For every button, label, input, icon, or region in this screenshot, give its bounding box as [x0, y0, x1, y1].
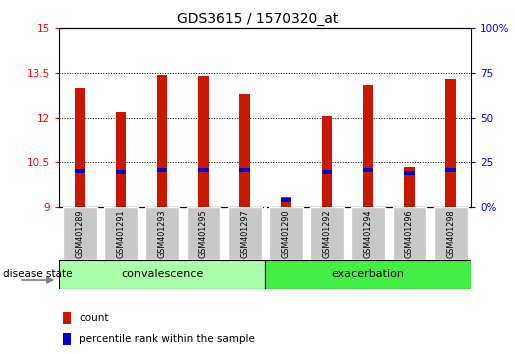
Bar	[157, 74, 167, 207]
Bar	[404, 171, 415, 175]
Text: GDS3615 / 1570320_at: GDS3615 / 1570320_at	[177, 12, 338, 27]
Bar	[157, 168, 167, 172]
Bar	[198, 168, 209, 172]
Text: GSM401295: GSM401295	[199, 209, 208, 258]
Text: disease state: disease state	[3, 269, 72, 279]
FancyBboxPatch shape	[145, 207, 179, 260]
Bar	[322, 170, 332, 174]
Bar	[445, 168, 456, 172]
Bar	[281, 198, 291, 202]
Bar	[322, 116, 332, 207]
Bar	[404, 167, 415, 207]
Text: GSM401291: GSM401291	[116, 209, 126, 258]
FancyBboxPatch shape	[434, 207, 468, 260]
Bar	[363, 168, 373, 172]
Text: GSM401289: GSM401289	[75, 209, 84, 258]
Bar	[63, 333, 71, 346]
FancyBboxPatch shape	[351, 207, 385, 260]
Text: percentile rank within the sample: percentile rank within the sample	[79, 335, 255, 344]
Text: convalescence: convalescence	[121, 269, 203, 279]
Bar	[445, 79, 456, 207]
Bar	[239, 94, 250, 207]
FancyBboxPatch shape	[265, 260, 471, 289]
Bar	[239, 168, 250, 172]
Bar	[363, 85, 373, 207]
Text: GSM401297: GSM401297	[240, 209, 249, 258]
Text: GSM401298: GSM401298	[446, 209, 455, 258]
Bar	[198, 76, 209, 207]
Text: exacerbation: exacerbation	[332, 269, 405, 279]
FancyBboxPatch shape	[269, 207, 303, 260]
FancyBboxPatch shape	[63, 207, 97, 260]
Text: GSM401294: GSM401294	[364, 209, 373, 258]
Text: count: count	[79, 313, 109, 323]
FancyBboxPatch shape	[186, 207, 220, 260]
Bar	[75, 169, 85, 173]
Bar	[75, 88, 85, 207]
Text: GSM401290: GSM401290	[281, 209, 290, 258]
Bar	[63, 312, 71, 324]
FancyBboxPatch shape	[104, 207, 138, 260]
Bar	[116, 112, 126, 207]
FancyBboxPatch shape	[310, 207, 344, 260]
FancyBboxPatch shape	[228, 207, 262, 260]
Text: GSM401296: GSM401296	[405, 209, 414, 258]
Text: GSM401293: GSM401293	[158, 209, 167, 258]
FancyBboxPatch shape	[392, 207, 426, 260]
Bar	[281, 197, 291, 207]
FancyBboxPatch shape	[59, 260, 265, 289]
Bar	[116, 170, 126, 174]
Text: GSM401292: GSM401292	[322, 209, 332, 258]
